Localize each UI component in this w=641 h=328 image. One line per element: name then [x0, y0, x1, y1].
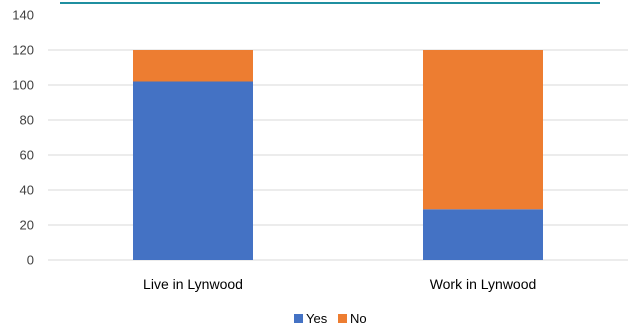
y-tick-label: 100 — [12, 78, 34, 93]
y-tick-label: 0 — [27, 253, 34, 268]
y-tick-label: 120 — [12, 43, 34, 58]
bar-yes-1 — [133, 81, 253, 260]
bar-no-2 — [423, 50, 543, 210]
y-tick-label: 60 — [20, 148, 34, 163]
x-axis-categories: Live in Lynwood Work in Lynwood — [143, 276, 536, 292]
x-category-label: Work in Lynwood — [430, 276, 537, 292]
bars — [133, 50, 543, 260]
legend: Yes No — [294, 311, 367, 326]
legend-label: Yes — [306, 311, 328, 326]
y-tick-label: 80 — [20, 113, 34, 128]
y-tick-label: 20 — [20, 218, 34, 233]
y-tick-label: 40 — [20, 183, 34, 198]
x-category-label: Live in Lynwood — [143, 276, 243, 292]
legend-label: No — [350, 311, 367, 326]
legend-swatch — [294, 314, 303, 323]
bar-no-1 — [133, 50, 253, 82]
legend-swatch — [338, 314, 347, 323]
y-tick-label: 140 — [12, 8, 34, 23]
y-axis-ticks: 0 20 40 60 80 100 120 140 — [12, 8, 34, 268]
bar-yes-2 — [423, 209, 543, 260]
